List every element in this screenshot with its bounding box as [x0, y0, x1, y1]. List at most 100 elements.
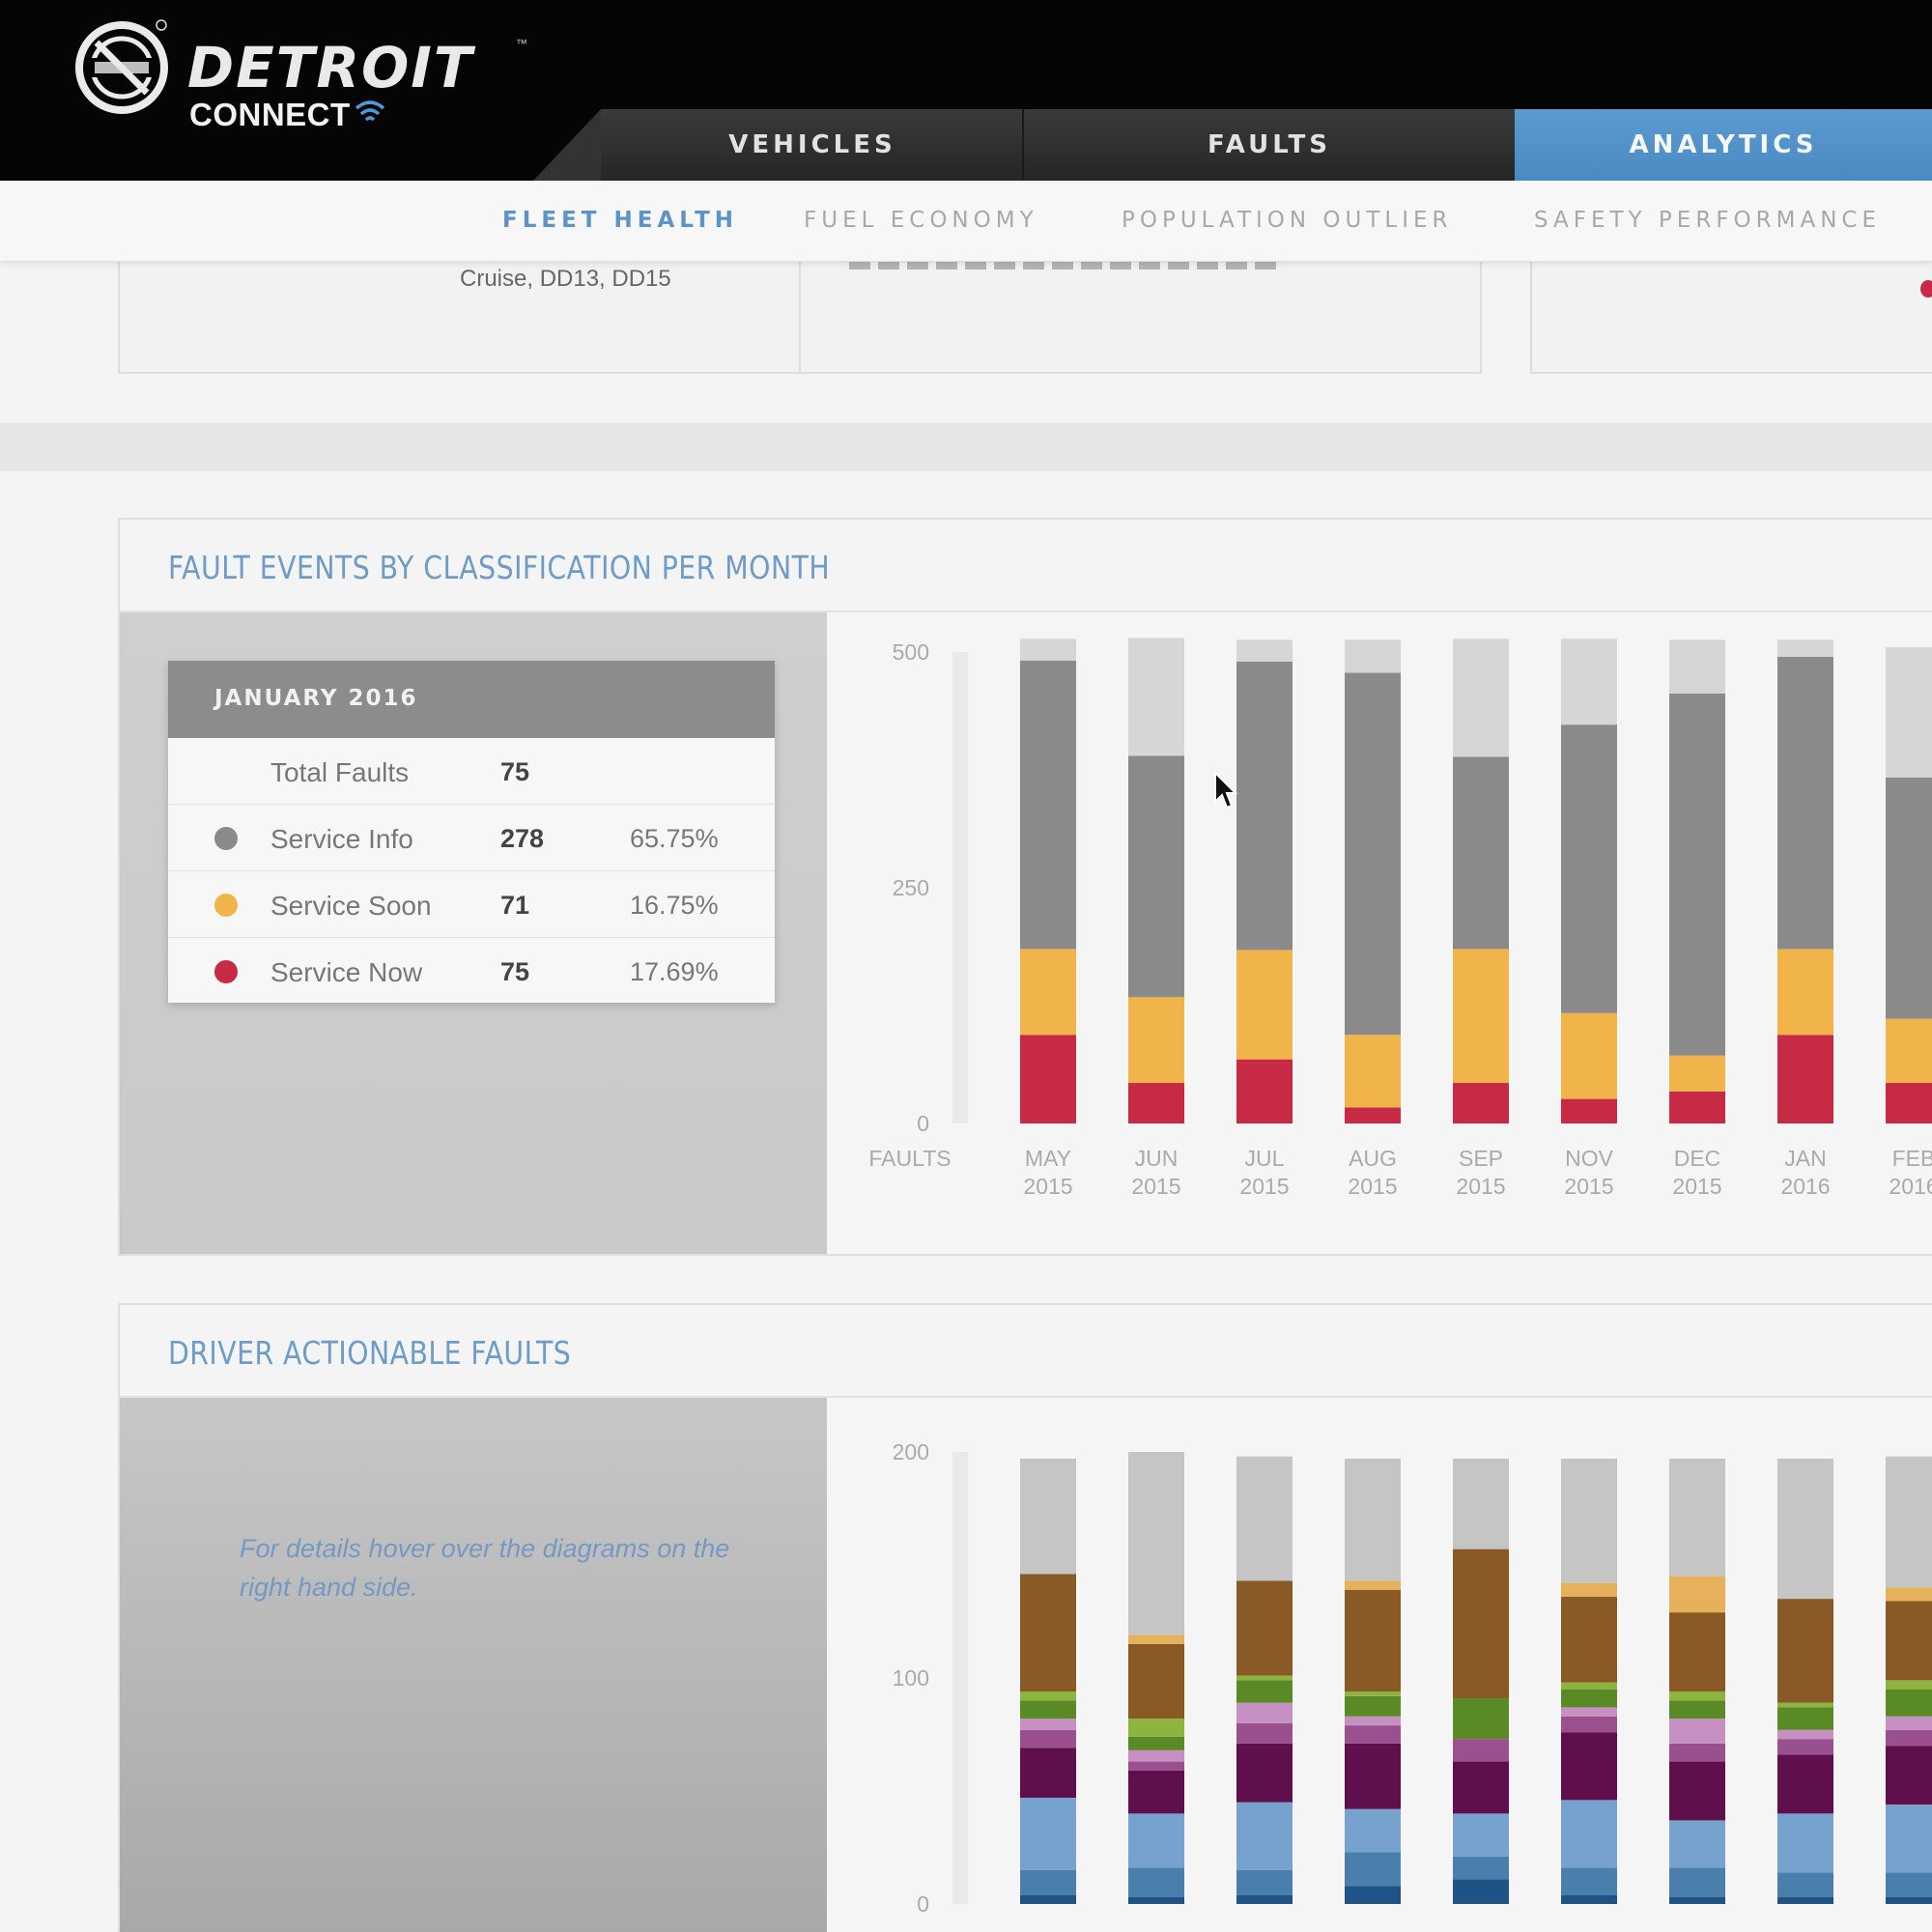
bar-segment	[1886, 1587, 1932, 1602]
bar-segment	[1020, 1729, 1076, 1748]
bar-segment	[1128, 1736, 1184, 1750]
bar-segment	[1777, 1729, 1833, 1740]
fault-events-chart: 0 250 500 FAULTS MAY 2015 JUN 2015 JUL 2015 AUG 201…	[868, 638, 1932, 1199]
trademark-mark: ™	[516, 37, 527, 50]
bar-segment	[1886, 777, 1932, 1019]
bar-segment	[1777, 1599, 1833, 1703]
bar-segment	[1777, 1707, 1833, 1730]
bar-segment	[1561, 1689, 1617, 1708]
bar-segment	[1669, 1612, 1725, 1692]
bar-segment	[1453, 1548, 1509, 1699]
bar-segment	[1886, 647, 1932, 778]
tab-analytics[interactable]: ANALYTICS	[1515, 109, 1932, 181]
tab-faults[interactable]: FAULTS	[1022, 109, 1515, 181]
service-info-dot-icon	[214, 827, 238, 850]
tab-analytics-label: ANALYTICS	[1629, 130, 1818, 159]
bar-segment	[1345, 1589, 1401, 1692]
bar-segment	[1345, 1725, 1401, 1744]
x-category-year: 2015	[1131, 1174, 1180, 1199]
bar-segment	[1453, 1856, 1509, 1880]
x-category-month: JUN	[1135, 1146, 1179, 1171]
subnav-safety-performance[interactable]: SAFETY PERFORMANCE	[1534, 208, 1882, 233]
status-dot	[1920, 280, 1932, 298]
panel-header: DRIVER ACTIONABLE FAULTS	[120, 1305, 1932, 1398]
bar-segment	[1669, 1743, 1725, 1762]
summary-row-service-soon: Service Soon 71 16.75%	[168, 870, 775, 936]
main-nav: VEHICLES FAULTS ANALYTICS	[533, 109, 1932, 181]
bar-segment	[1128, 1867, 1184, 1897]
bar-segment	[1128, 997, 1184, 1084]
app-header: DETROIT ™ CONNECT VEHICLES FAULTS ANALYT…	[0, 0, 1932, 181]
bar-segment	[1669, 1576, 1725, 1613]
row-value: 278	[500, 824, 545, 853]
bar-segment	[1561, 1800, 1617, 1868]
bar-segment	[1236, 1802, 1293, 1870]
service-soon-dot-icon	[214, 894, 238, 917]
bar-segment	[1128, 755, 1184, 998]
summary-row-service-info: Service Info 278 65.75%	[168, 804, 775, 869]
bar-segment	[1669, 1691, 1725, 1701]
x-category-year: 2015	[1239, 1174, 1289, 1199]
row-label: Service Info	[270, 824, 413, 854]
x-category-month: NOV	[1565, 1146, 1614, 1171]
bar-segment	[1345, 1743, 1401, 1809]
bar-segment	[1777, 1035, 1833, 1123]
bar-segment	[1128, 638, 1184, 756]
bar-segment	[1669, 1091, 1725, 1123]
y-tick-label: 100	[893, 1665, 929, 1690]
bar-segment	[1128, 1643, 1184, 1719]
month-summary-table[interactable]: JANUARY 2016 Total Faults 75 Service Inf…	[168, 661, 775, 1003]
bar-segment	[1886, 1689, 1932, 1717]
bar-segment	[1453, 1083, 1509, 1123]
tab-vehicles[interactable]: VEHICLES	[601, 109, 1024, 181]
upper-cards: Cruise, DD13, DD15	[118, 262, 1932, 376]
bar-segment	[1236, 1580, 1293, 1676]
bar-segment	[1453, 756, 1509, 950]
analytics-subnav: FLEET HEALTH FUEL ECONOMY POPULATION OUT…	[0, 181, 1932, 262]
bar-segment	[1236, 639, 1293, 662]
x-category-month: JAN	[1784, 1146, 1826, 1171]
row-value: 71	[500, 891, 530, 920]
card-engine-text: Cruise, DD13, DD15	[460, 266, 671, 292]
row-percent: 16.75%	[630, 891, 719, 920]
total-label: Total Faults	[270, 757, 410, 787]
bar-segment	[1453, 1879, 1509, 1904]
bar-segment	[1453, 1813, 1509, 1857]
nav-wedge-decoration	[533, 109, 601, 181]
bar-segment	[1777, 1459, 1833, 1600]
fault-summary-area: JANUARY 2016 Total Faults 75 Service Inf…	[120, 612, 827, 1254]
x-category-year: 2015	[1672, 1174, 1721, 1199]
bar-segment	[1345, 672, 1401, 1036]
bar-segment	[1020, 1747, 1076, 1799]
y-axis-track	[952, 652, 968, 1123]
bar-segment	[1561, 724, 1617, 1013]
bar-segment	[1777, 1739, 1833, 1755]
bar-segment	[1236, 1894, 1293, 1904]
x-category-year: 2015	[1456, 1174, 1505, 1199]
summary-total-row: Total Faults 75	[168, 738, 775, 804]
bar-segment	[1669, 639, 1725, 694]
subnav-fleet-health[interactable]: FLEET HEALTH	[502, 208, 739, 233]
bar-segment	[1886, 1601, 1932, 1681]
detroit-connect-logo[interactable]: DETROIT ™ CONNECT	[71, 17, 535, 133]
bar-segment	[1020, 1035, 1076, 1123]
bar-segment	[1128, 1761, 1184, 1771]
bar-segment	[1886, 1896, 1932, 1904]
bar-segment	[1561, 1894, 1617, 1904]
subnav-population-outlier[interactable]: POPULATION OUTLIER	[1122, 208, 1453, 233]
bar-segment	[1236, 1869, 1293, 1895]
bar-segment	[1453, 949, 1509, 1084]
bar-segment	[1345, 1035, 1401, 1108]
subnav-fuel-economy[interactable]: FUEL ECONOMY	[804, 208, 1038, 233]
x-category-month: JUL	[1245, 1146, 1285, 1171]
hover-hint: For details hover over the diagrams on t…	[240, 1534, 730, 1602]
bar-segment	[1236, 1680, 1293, 1703]
bar-segment	[1669, 1867, 1725, 1897]
bar-segment	[1886, 1804, 1932, 1873]
fault-events-panel: FAULT EVENTS BY CLASSIFICATION PER MONTH…	[118, 518, 1932, 1256]
bar-segment	[1669, 693, 1725, 1056]
bar-segment	[1561, 1867, 1617, 1895]
bar-segment	[1020, 1894, 1076, 1904]
bar-segment	[1345, 1808, 1401, 1853]
bar-segment	[1886, 1083, 1932, 1123]
